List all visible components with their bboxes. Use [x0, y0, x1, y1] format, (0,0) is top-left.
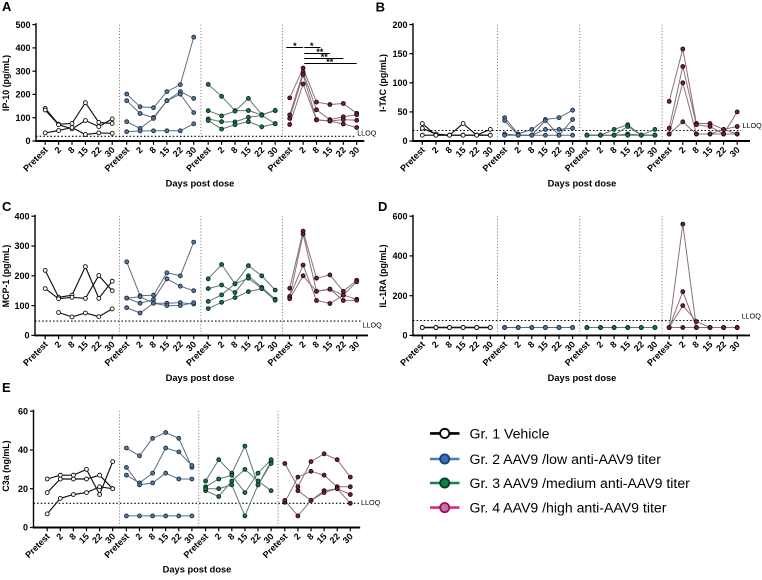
svg-text:**: **: [326, 57, 334, 67]
svg-text:40: 40: [18, 445, 28, 455]
svg-text:LLOQ: LLOQ: [363, 321, 383, 330]
svg-text:0: 0: [23, 523, 28, 533]
svg-text:400: 400: [15, 43, 30, 53]
svg-text:*: *: [293, 41, 297, 51]
svg-text:MCP-1 (pg/mL): MCP-1 (pg/mL): [1, 245, 11, 308]
svg-text:D: D: [378, 199, 387, 214]
svg-text:LLOQ: LLOQ: [357, 129, 377, 138]
svg-text:Days post dose: Days post dose: [548, 179, 617, 189]
svg-text:150: 150: [392, 49, 407, 59]
svg-text:LLOQ: LLOQ: [361, 498, 381, 507]
svg-text:LLOQ: LLOQ: [742, 312, 762, 321]
svg-text:Days post dose: Days post dose: [166, 373, 235, 383]
svg-text:0: 0: [25, 136, 30, 146]
svg-text:LLOQ: LLOQ: [743, 121, 762, 130]
svg-text:Days post dose: Days post dose: [163, 565, 232, 575]
svg-text:100: 100: [392, 78, 407, 88]
svg-text:500: 500: [15, 20, 30, 30]
svg-text:Days post dose: Days post dose: [548, 373, 617, 383]
svg-text:0: 0: [24, 331, 29, 341]
svg-text:600: 600: [392, 211, 407, 221]
svg-text:50: 50: [397, 107, 407, 117]
svg-text:0: 0: [402, 331, 407, 341]
svg-text:400: 400: [392, 251, 407, 261]
svg-text:Days post dose: Days post dose: [166, 179, 235, 189]
svg-text:200: 200: [392, 291, 407, 301]
svg-text:400: 400: [14, 211, 29, 221]
svg-text:B: B: [376, 0, 385, 15]
svg-text:100: 100: [14, 301, 29, 311]
svg-text:I-TAC (pg/mL): I-TAC (pg/mL): [378, 54, 388, 112]
svg-text:20: 20: [18, 484, 28, 494]
svg-text:Gr. 1 Vehicle: Gr. 1 Vehicle: [470, 425, 550, 441]
svg-text:60: 60: [18, 406, 28, 416]
svg-text:*: *: [310, 41, 314, 51]
svg-text:300: 300: [14, 241, 29, 251]
svg-text:300: 300: [15, 66, 30, 76]
svg-text:100: 100: [15, 113, 30, 123]
svg-text:IP-10 (pg/mL): IP-10 (pg/mL): [1, 55, 11, 111]
svg-text:200: 200: [15, 90, 30, 100]
svg-text:A: A: [2, 0, 12, 14]
svg-text:IL-1RA (pg/mL): IL-1RA (pg/mL): [378, 244, 388, 307]
svg-text:200: 200: [392, 20, 407, 30]
svg-text:Gr. 2 AAV9 /low anti-AAV9 tite: Gr. 2 AAV9 /low anti-AAV9 titer: [470, 451, 662, 467]
svg-text:0: 0: [402, 136, 407, 146]
svg-text:C3a (ng/mL): C3a (ng/mL): [1, 440, 11, 491]
svg-text:Gr. 4 AAV9 /high anti-AAV9 tit: Gr. 4 AAV9 /high anti-AAV9 titer: [470, 500, 667, 516]
svg-text:C: C: [2, 199, 12, 214]
svg-text:E: E: [2, 380, 11, 395]
svg-text:200: 200: [14, 271, 29, 281]
svg-text:Gr. 3 AAV9 /medium anti-AAV9 t: Gr. 3 AAV9 /medium anti-AAV9 titer: [470, 475, 691, 491]
